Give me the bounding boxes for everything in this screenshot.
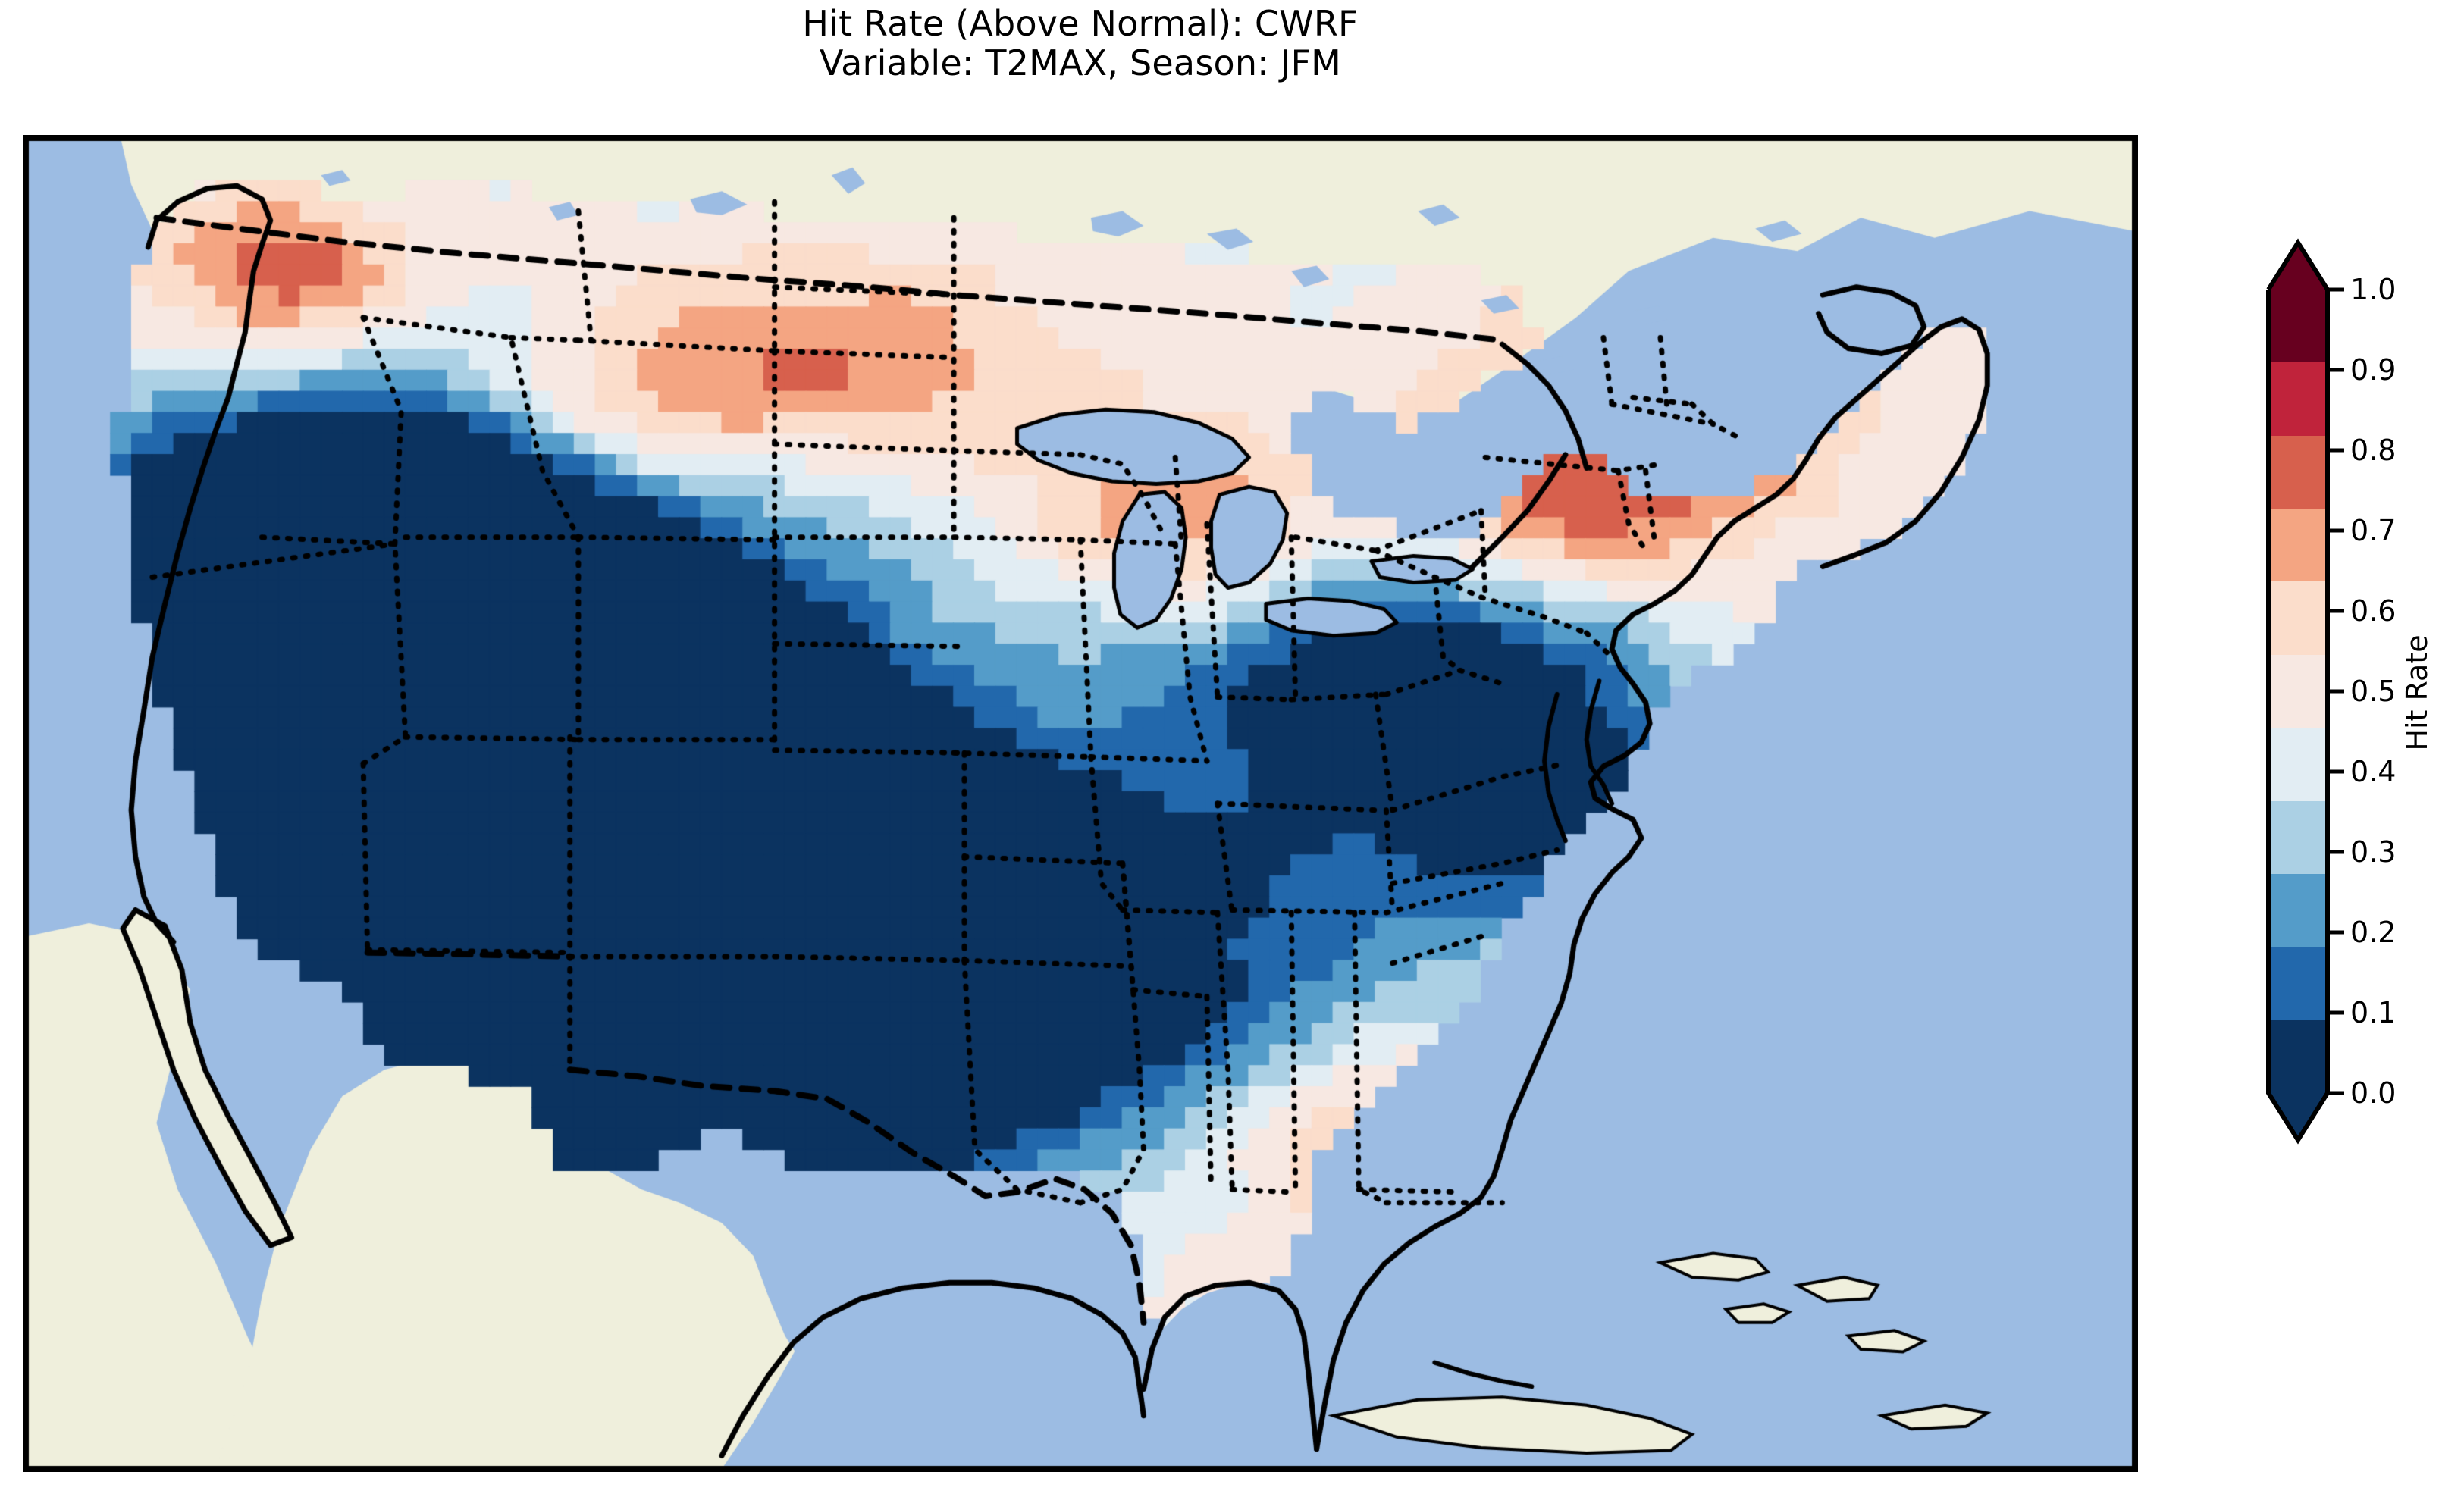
colorbar-segment [2268, 581, 2328, 656]
colorbar-tick-label: 0.9 [2350, 353, 2397, 387]
colorbar-segment [2268, 1019, 2328, 1094]
map-axes [23, 135, 2138, 1472]
colorbar-tick-label: 0.8 [2350, 434, 2397, 467]
colorbar-segment [2268, 947, 2328, 1021]
colorbar-tick-label: 0.6 [2350, 594, 2397, 628]
colorbar-tick-label: 0.3 [2350, 835, 2397, 869]
colorbar-tick-label: 0.7 [2350, 514, 2397, 547]
colorbar-gradient [2268, 243, 2328, 1140]
colorbar-tick-label: 0.2 [2350, 916, 2397, 949]
colorbar-tick-label: 1.0 [2350, 273, 2397, 306]
title-line-2: Variable: T2MAX, Season: JFM [819, 42, 1342, 83]
colorbar-segment [2268, 873, 2328, 947]
colorbar-tick-label: 0.1 [2350, 996, 2397, 1029]
colorbar-tick-label: 0.4 [2350, 755, 2397, 788]
colorbar-tick-label: 0.5 [2350, 675, 2397, 708]
colorbar-segment [2268, 800, 2328, 875]
colorbar-segment [2268, 362, 2328, 437]
colorbar-segment [2268, 435, 2328, 509]
colorbar-segment [2268, 290, 2328, 363]
title-line-1: Hit Rate (Above Normal): CWRF [802, 3, 1359, 44]
colorbar-extend-min-arrow [2268, 1093, 2328, 1140]
hit-rate-heatmap [26, 138, 2135, 1469]
figure-title: Hit Rate (Above Normal): CWRF Variable: … [0, 3, 2161, 83]
colorbar-segment [2268, 728, 2328, 802]
colorbar-axis-label: Hit Rate [2400, 634, 2434, 751]
colorbar: 1.0 0.9 0.8 0.7 0.6 0.5 0.4 0.3 0.2 0.1 0.0 Hit Ra… [2266, 238, 2458, 1145]
colorbar-extend-max-arrow [2268, 243, 2328, 290]
colorbar-segment [2268, 509, 2328, 583]
colorbar-segment [2268, 654, 2328, 728]
colorbar-tick-label: 0.0 [2350, 1076, 2397, 1110]
